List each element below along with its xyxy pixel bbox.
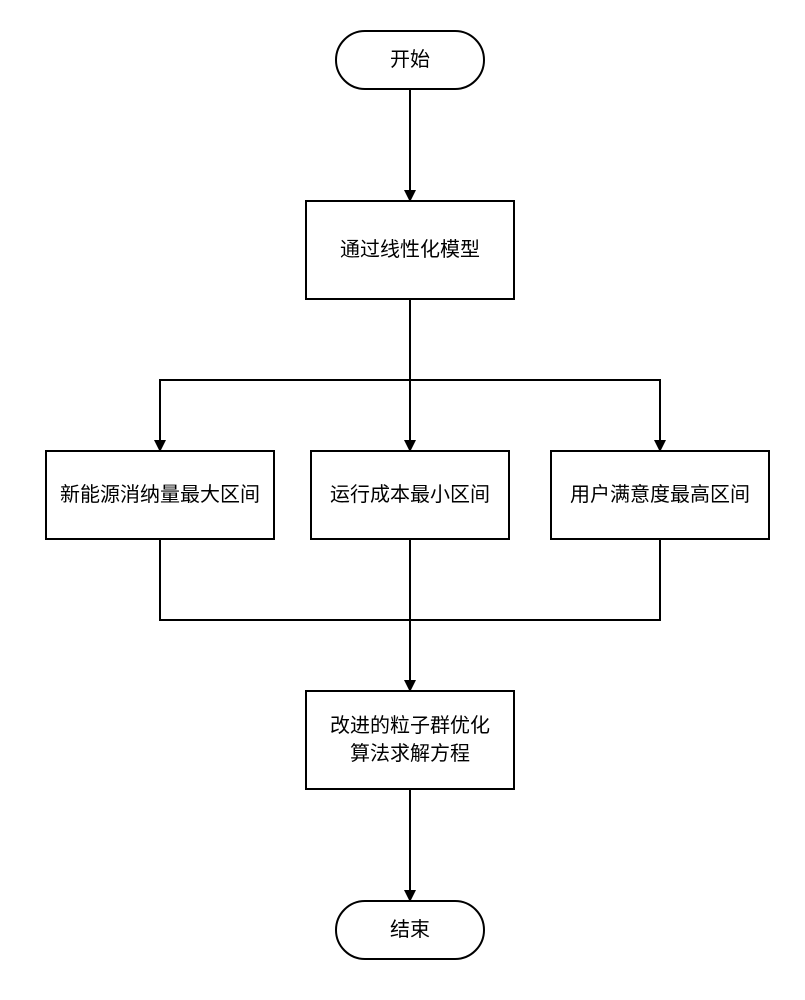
pso-node: 改进的粒子群优化 算法求解方程	[305, 690, 515, 790]
branch-right-label: 用户满意度最高区间	[570, 481, 750, 509]
linearize-node: 通过线性化模型	[305, 200, 515, 300]
branch-left-label: 新能源消纳量最大区间	[60, 481, 260, 509]
end-label: 结束	[390, 916, 430, 944]
branch-mid-label: 运行成本最小区间	[330, 481, 490, 509]
linearize-label: 通过线性化模型	[340, 236, 480, 264]
start-label: 开始	[390, 46, 430, 74]
flowchart-canvas: 开始 通过线性化模型 新能源消纳量最大区间 运行成本最小区间 用户满意度最高区间…	[0, 0, 805, 1000]
end-node: 结束	[335, 900, 485, 960]
branch-mid-node: 运行成本最小区间	[310, 450, 510, 540]
pso-label: 改进的粒子群优化 算法求解方程	[330, 712, 490, 768]
branch-left-node: 新能源消纳量最大区间	[45, 450, 275, 540]
start-node: 开始	[335, 30, 485, 90]
branch-right-node: 用户满意度最高区间	[550, 450, 770, 540]
